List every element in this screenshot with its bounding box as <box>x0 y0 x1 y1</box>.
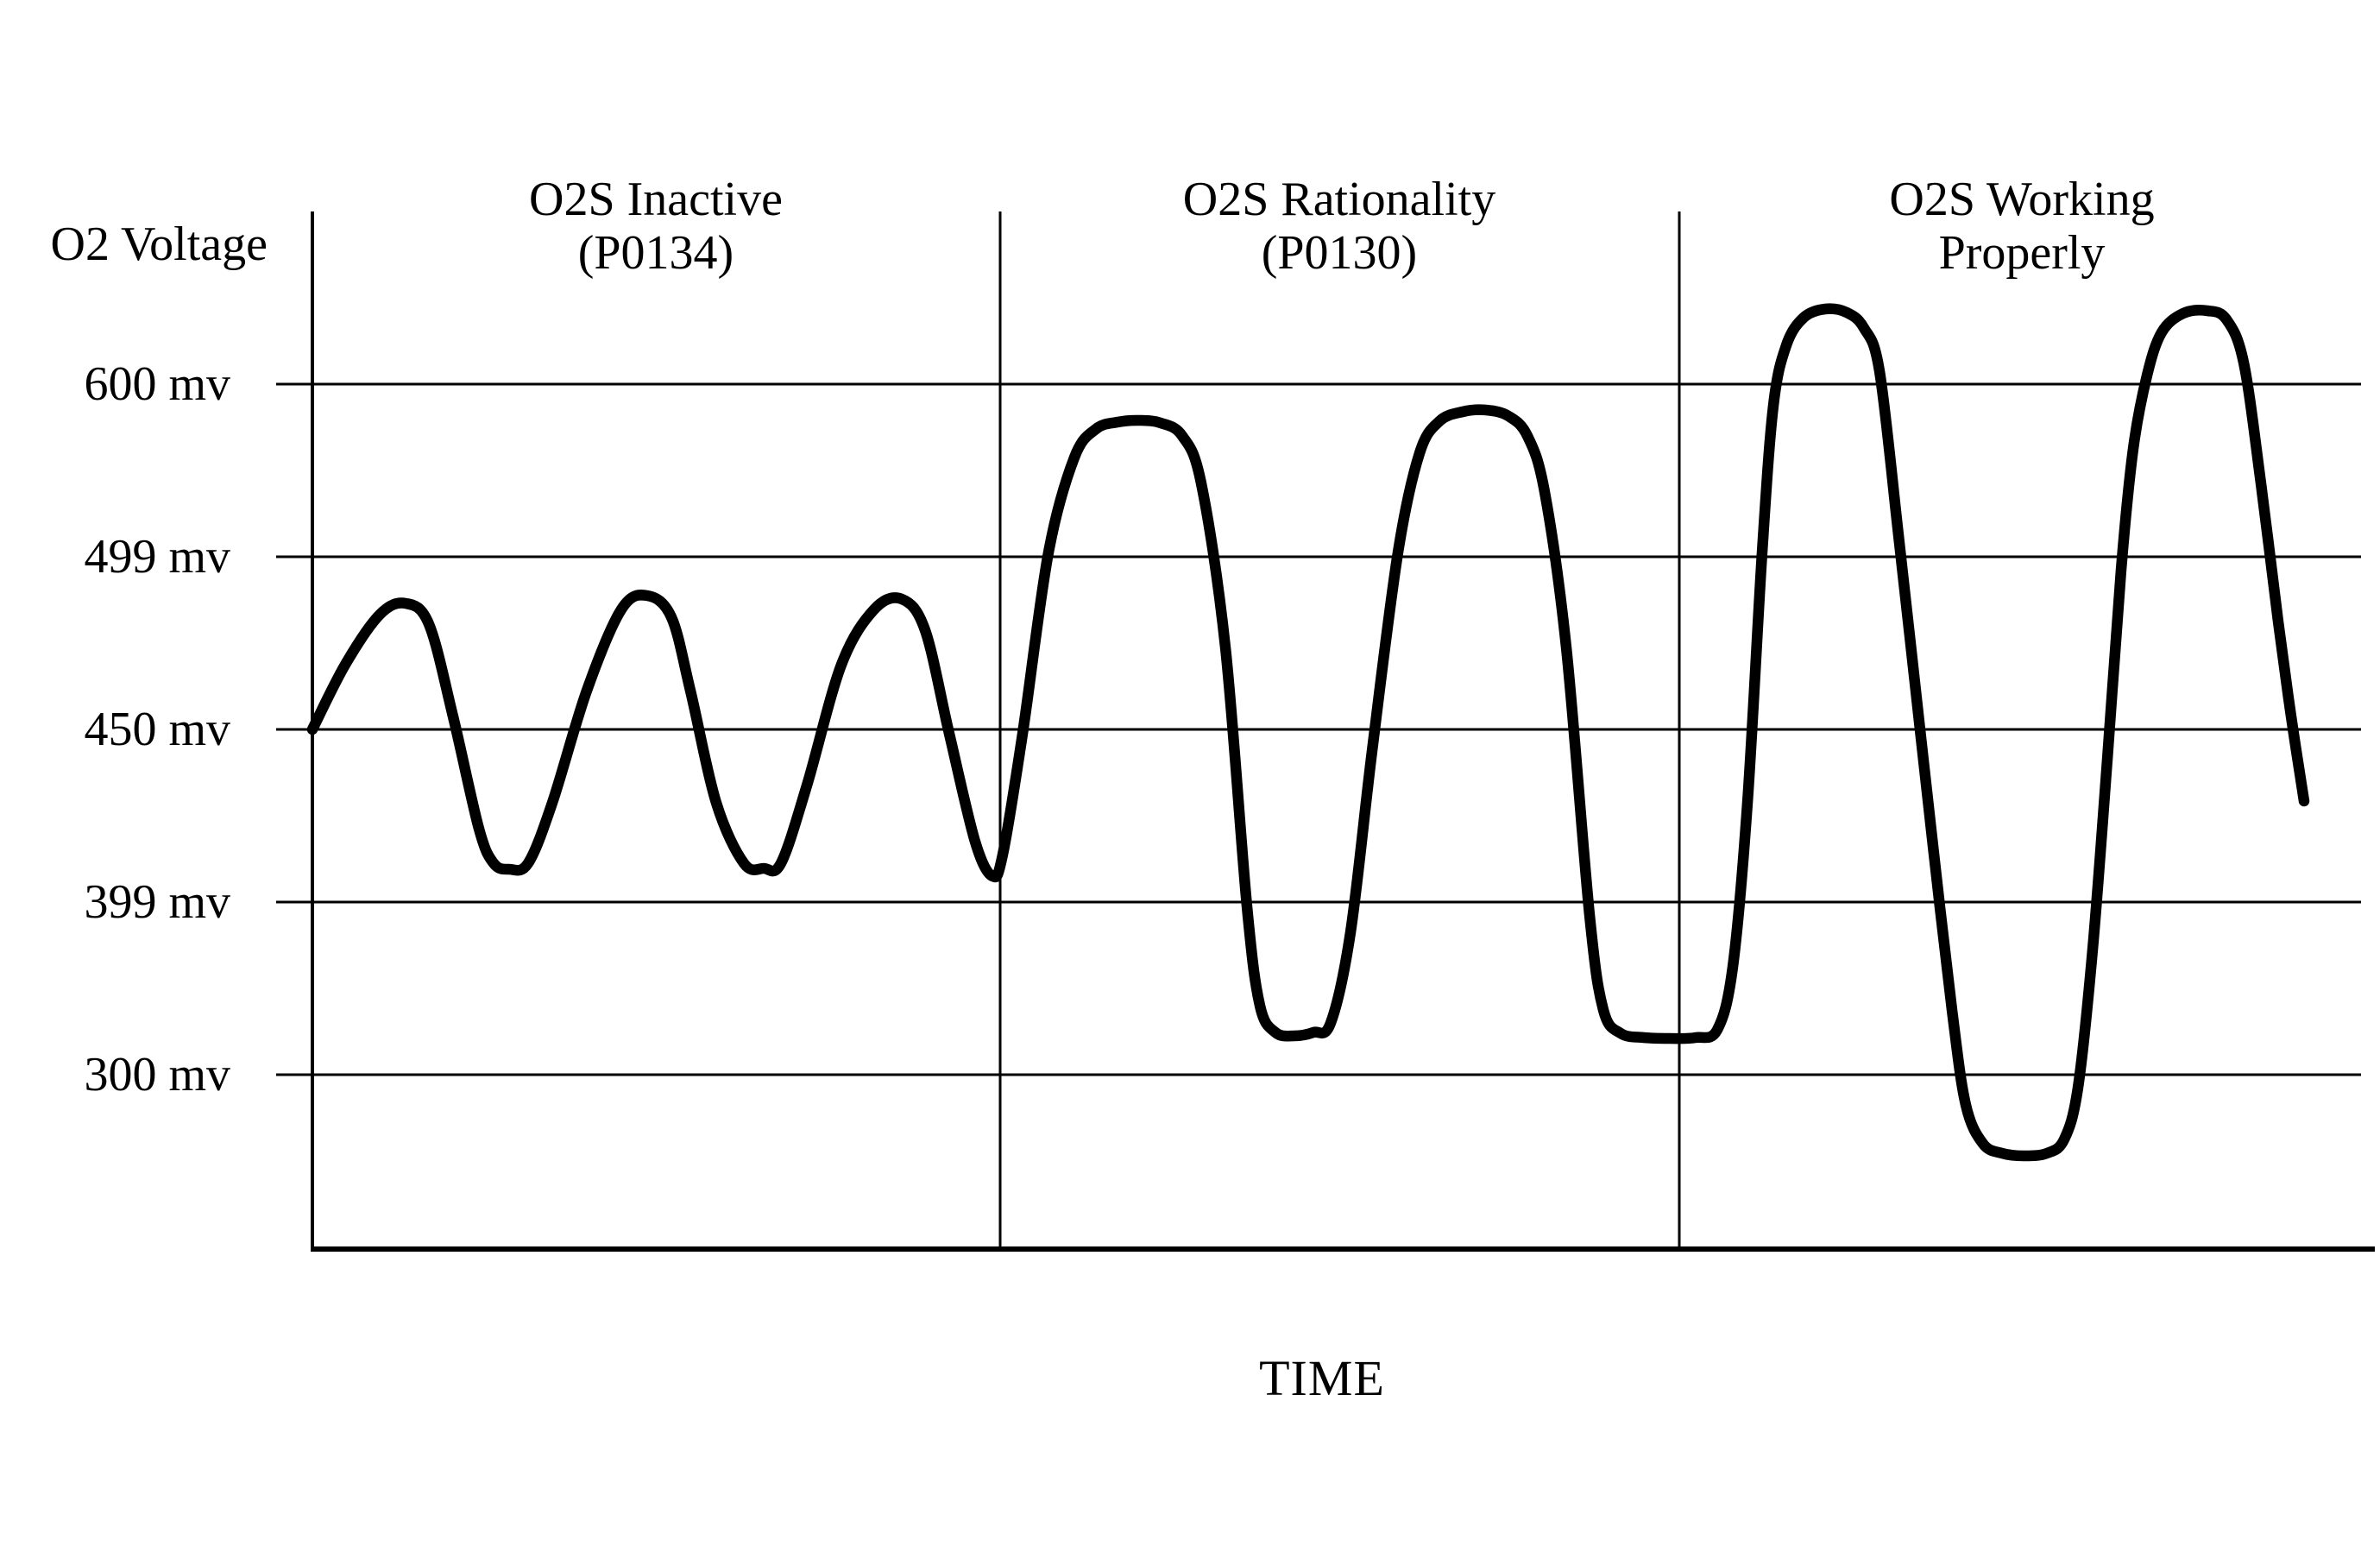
y-tick-label: 300 mv <box>84 1048 230 1101</box>
section-title-line2: Properly <box>1938 226 2106 280</box>
o2-voltage-waveform <box>306 303 2310 1162</box>
y-tick-label: 600 mv <box>84 357 230 411</box>
section-title-working: O2S Working Properly <box>1763 173 2281 280</box>
y-tick-label: 450 mv <box>84 703 230 756</box>
y-tick-label: 399 mv <box>84 875 230 929</box>
section-title-line1: O2S Inactive <box>529 173 783 226</box>
section-title-line2: (P0134) <box>577 226 734 280</box>
y-tick-label: 499 mv <box>84 530 230 584</box>
section-title-line2: (P0130) <box>1261 226 1418 280</box>
section-title-line1: O2S Rationality <box>1182 173 1496 226</box>
section-title-line1: O2S Working <box>1889 173 2155 226</box>
x-axis-title: TIME <box>1259 1350 1385 1406</box>
y-axis-title: O2 Voltage <box>50 218 268 271</box>
section-title-rationality: O2S Rationality (P0130) <box>1080 173 1598 280</box>
section-title-inactive: O2S Inactive (P0134) <box>397 173 915 280</box>
